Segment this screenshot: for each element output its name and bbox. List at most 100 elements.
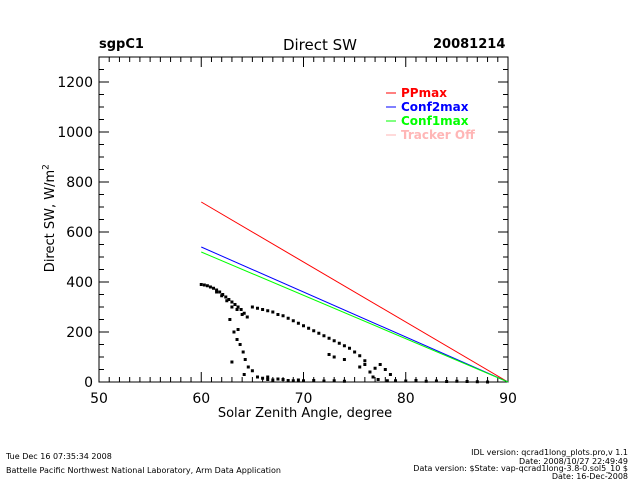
site-label: sgpC1 bbox=[99, 37, 144, 52]
data-point bbox=[296, 378, 300, 382]
data-point bbox=[348, 346, 352, 350]
data-point bbox=[236, 328, 240, 331]
data-point bbox=[281, 314, 285, 318]
data-point bbox=[227, 298, 231, 301]
data-point bbox=[235, 308, 239, 311]
data-point bbox=[332, 339, 336, 343]
data-point bbox=[230, 300, 234, 304]
data-point bbox=[266, 378, 270, 381]
legend-label: Tracker Off bbox=[401, 128, 475, 142]
data-point bbox=[385, 379, 389, 383]
data-point bbox=[271, 378, 275, 382]
footer-timestamp: Tue Dec 16 07:35:34 2008 bbox=[6, 452, 112, 461]
data-point bbox=[255, 306, 259, 310]
series-line-conf1max bbox=[201, 251, 509, 383]
data-point bbox=[358, 354, 362, 358]
data-point bbox=[322, 334, 326, 338]
data-point bbox=[337, 341, 341, 345]
date-label: 20081214 bbox=[433, 37, 506, 52]
data-point bbox=[327, 353, 331, 356]
data-point bbox=[242, 311, 246, 315]
data-point bbox=[332, 379, 336, 383]
data-point bbox=[322, 379, 326, 383]
x-axis-label: Solar Zenith Angle, degree bbox=[217, 406, 393, 421]
data-point bbox=[228, 318, 232, 321]
data-point bbox=[455, 379, 459, 383]
data-point bbox=[327, 336, 331, 340]
series-line-ppmax bbox=[200, 201, 509, 383]
y-tick-label: 1200 bbox=[57, 75, 93, 91]
data-point bbox=[424, 379, 428, 383]
x-tick-label: 70 bbox=[295, 391, 313, 407]
data-point bbox=[445, 380, 449, 383]
data-point bbox=[218, 290, 222, 294]
data-point bbox=[358, 365, 362, 369]
data-point bbox=[302, 324, 305, 328]
data-point bbox=[291, 319, 295, 323]
data-point bbox=[230, 305, 234, 309]
data-point bbox=[266, 375, 270, 379]
series-line-conf2max bbox=[201, 246, 509, 383]
data-point bbox=[312, 329, 316, 333]
data-point bbox=[342, 344, 346, 348]
data-point bbox=[255, 375, 259, 379]
data-point bbox=[342, 358, 346, 361]
data-point bbox=[353, 350, 357, 354]
data-point bbox=[317, 331, 321, 335]
footer-idl-version: IDL version: qcrad1long_plots.pro,v 1.1 bbox=[471, 448, 628, 457]
data-point bbox=[383, 368, 387, 371]
data-point bbox=[332, 355, 336, 359]
data-point bbox=[286, 316, 290, 320]
data-point bbox=[475, 380, 479, 384]
data-point bbox=[235, 338, 239, 341]
data-point bbox=[281, 378, 285, 381]
data-point bbox=[404, 379, 408, 383]
data-point bbox=[212, 286, 216, 290]
data-point bbox=[378, 363, 382, 366]
data-point bbox=[276, 377, 280, 381]
data-point bbox=[245, 315, 249, 319]
data-point bbox=[215, 288, 219, 292]
footer-data-version: Data version: $State: vap-qcrad1long-3.8… bbox=[413, 464, 628, 473]
legend-label: PPmax bbox=[401, 86, 447, 100]
data-point bbox=[363, 363, 367, 366]
data-point bbox=[296, 321, 300, 325]
data-point bbox=[224, 295, 228, 299]
x-tick-label: 90 bbox=[499, 391, 517, 407]
data-point bbox=[243, 358, 247, 361]
legend-label: Conf2max bbox=[401, 100, 469, 114]
data-point bbox=[220, 294, 224, 298]
data-point bbox=[388, 373, 392, 376]
data-point bbox=[261, 308, 265, 311]
y-axis-label-text: Direct SW, W/m2 bbox=[41, 164, 59, 273]
footer-organization: Battelle Pacific Northwest National Labo… bbox=[6, 466, 281, 475]
footer-idl-date: Date: 2008/10/27 22:49:49 bbox=[519, 457, 628, 466]
chart-title: Direct SW bbox=[282, 36, 358, 54]
data-point bbox=[236, 305, 240, 309]
data-point bbox=[250, 369, 254, 373]
legend-label: Conf1max bbox=[401, 114, 469, 128]
data-point bbox=[368, 370, 372, 374]
data-point bbox=[239, 308, 243, 311]
y-tick-label: 400 bbox=[66, 275, 93, 291]
data-point bbox=[307, 326, 311, 330]
data-point bbox=[434, 379, 438, 383]
data-point bbox=[215, 290, 219, 294]
data-point bbox=[238, 343, 242, 346]
x-tick-label: 80 bbox=[397, 391, 415, 407]
y-tick-label: 0 bbox=[84, 375, 93, 391]
y-tick-label: 800 bbox=[66, 175, 93, 191]
data-point bbox=[312, 379, 316, 382]
data-point bbox=[376, 378, 380, 381]
data-point bbox=[205, 284, 209, 288]
data-point bbox=[199, 283, 203, 286]
x-tick-label: 50 bbox=[90, 391, 108, 407]
data-point bbox=[373, 366, 377, 370]
data-point bbox=[202, 283, 206, 287]
y-tick-label: 600 bbox=[66, 225, 93, 241]
data-point bbox=[241, 350, 245, 354]
data-point bbox=[225, 299, 229, 303]
y-tick-label: 1000 bbox=[57, 125, 93, 141]
data-point bbox=[271, 310, 275, 314]
